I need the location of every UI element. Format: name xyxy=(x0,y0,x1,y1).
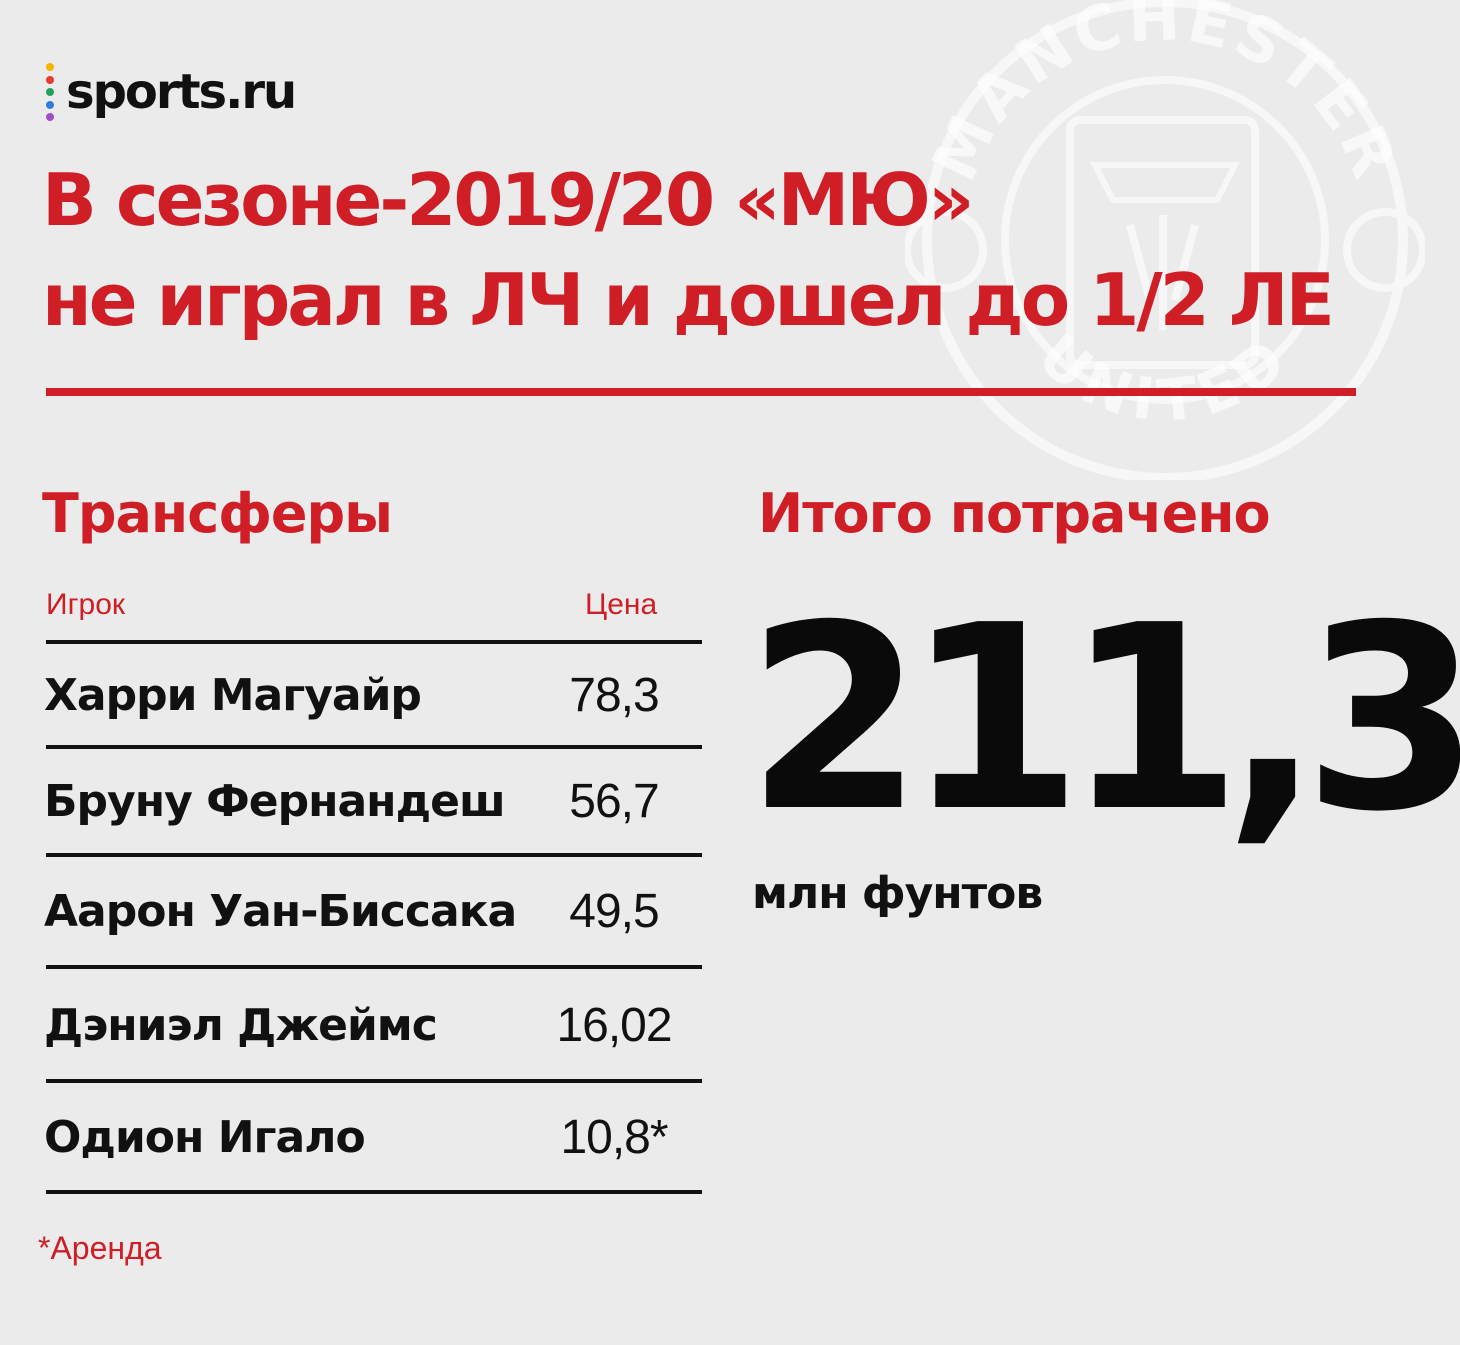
table-rule xyxy=(46,640,702,644)
logo-dots-icon xyxy=(46,63,54,121)
transfer-price: 16,02 xyxy=(556,999,672,1052)
total-unit: млн фунтов xyxy=(752,868,1043,919)
column-header-price: Цена xyxy=(585,588,658,621)
logo-dot xyxy=(46,100,54,109)
logo-dot xyxy=(46,113,54,121)
player-name: Харри Магуайр xyxy=(44,670,422,721)
table-row: Дэниэл Джеймс 16,02 xyxy=(44,996,694,1056)
headline-line-1: В сезоне-2019/20 «МЮ» xyxy=(42,158,974,242)
sports-ru-logo[interactable]: sports.ru xyxy=(46,60,297,124)
table-rule xyxy=(46,1190,702,1194)
table-row: Бруну Фернандеш 56,7 xyxy=(44,772,694,832)
transfer-price: 78,3 xyxy=(569,669,659,722)
headline: В сезоне-2019/20 «МЮ» не играл в ЛЧ и до… xyxy=(42,150,1335,350)
loan-footnote: *Аренда xyxy=(38,1230,162,1266)
player-name: Дэниэл Джеймс xyxy=(44,1000,438,1051)
transfer-price: 10,8* xyxy=(560,1111,668,1164)
player-name: Одион Игало xyxy=(44,1112,366,1163)
table-rule xyxy=(46,853,702,857)
transfer-price: 49,5 xyxy=(569,885,659,938)
total-value: 211,3 xyxy=(746,571,1460,868)
total-title: Итого потрачено xyxy=(758,482,1271,545)
logo-dot xyxy=(46,88,54,96)
logo-dot xyxy=(46,63,54,71)
player-name: Бруну Фернандеш xyxy=(44,776,506,827)
table-row: Харри Магуайр 78,3 xyxy=(44,666,694,726)
headline-line-2: не играл в ЛЧ и дошел до 1/2 ЛЕ xyxy=(42,258,1335,342)
table-rule xyxy=(46,1079,702,1083)
column-header-player: Игрок xyxy=(46,588,125,621)
table-rule xyxy=(46,965,702,969)
logo-dot xyxy=(46,75,54,84)
logo-text: sports.ru xyxy=(66,64,297,120)
transfers-title: Трансферы xyxy=(42,482,393,545)
table-row: Аарон Уан-Биссака 49,5 xyxy=(44,882,694,942)
table-rule xyxy=(46,745,702,749)
player-name: Аарон Уан-Биссака xyxy=(44,886,517,937)
club-crest-watermark: MANCHESTER UNITED xyxy=(905,0,1425,480)
header-divider xyxy=(46,388,1356,396)
table-row: Одион Игало 10,8* xyxy=(44,1108,694,1168)
transfer-price: 56,7 xyxy=(569,775,659,828)
